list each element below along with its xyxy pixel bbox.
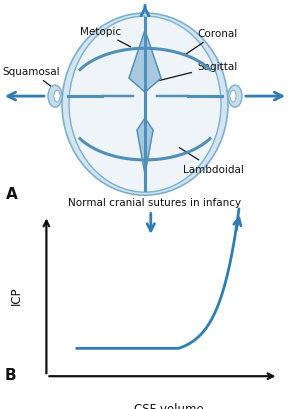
Text: Metopic: Metopic [80,27,130,47]
Ellipse shape [48,86,62,108]
Ellipse shape [69,17,221,193]
Ellipse shape [62,14,228,196]
Text: Normal cranial sutures in infancy: Normal cranial sutures in infancy [68,198,242,208]
Text: Squamosal: Squamosal [2,67,62,95]
Text: B: B [5,368,16,382]
Text: A: A [6,187,18,202]
Polygon shape [137,119,153,175]
Ellipse shape [228,86,242,108]
Text: Lambdoidal: Lambdoidal [179,148,244,175]
Text: Coronal: Coronal [185,29,237,55]
Text: Sagittal: Sagittal [156,62,237,82]
Polygon shape [129,31,161,93]
Text: CSF volume: CSF volume [135,402,204,409]
Ellipse shape [230,91,236,103]
Text: ICP: ICP [10,285,23,304]
Ellipse shape [54,91,60,103]
